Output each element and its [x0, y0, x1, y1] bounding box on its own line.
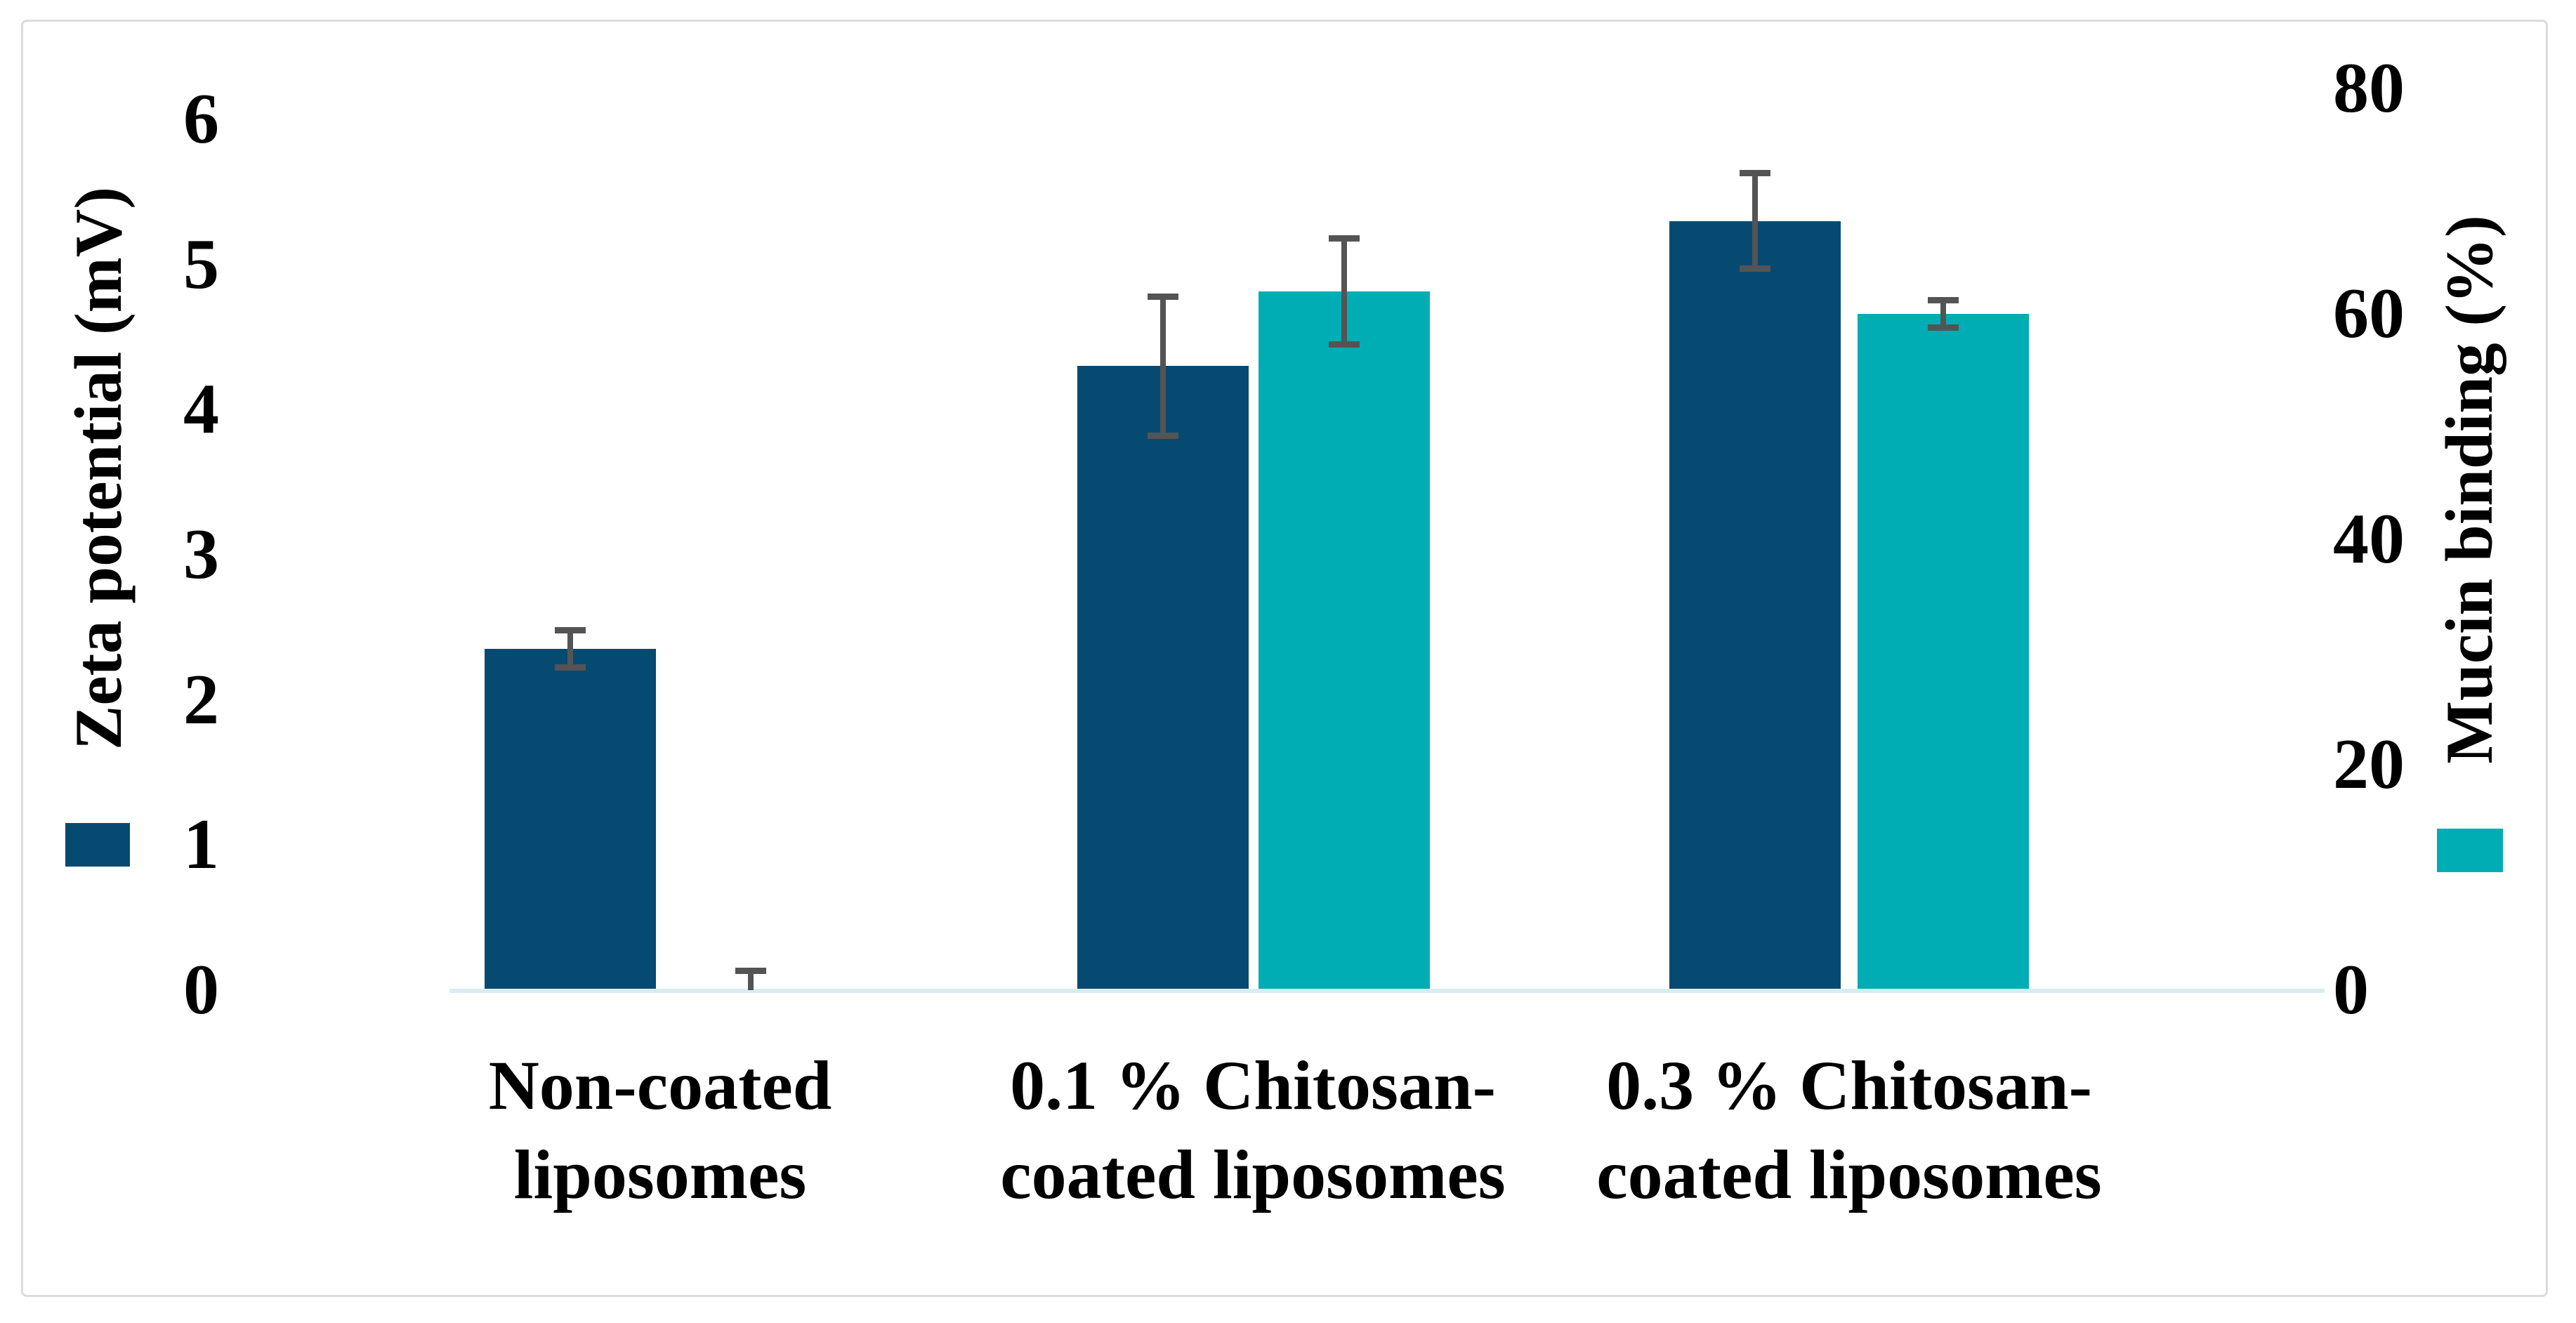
error-bar-cap-bottom — [555, 664, 586, 671]
category-label-line: coated liposomes — [1000, 1136, 1506, 1213]
right-axis-tick-80: 80 — [2333, 48, 2405, 128]
left-axis-tick-3: 3 — [183, 515, 219, 594]
category-label-line: coated liposomes — [1596, 1136, 2102, 1213]
error-bar-cap-bottom — [1740, 265, 1770, 272]
left-axis-tick-5: 5 — [183, 225, 219, 304]
category-label-line: liposomes — [513, 1136, 807, 1213]
legend-swatch-zeta-potential — [65, 823, 130, 867]
error-bar-cap-top — [1148, 294, 1178, 300]
right-axis-tick-40: 40 — [2333, 499, 2405, 579]
right-axis-tick-20: 20 — [2333, 725, 2405, 804]
left-axis-tick-6: 6 — [183, 79, 219, 159]
bar-mucin-2 — [1858, 314, 2029, 990]
left-axis-tick-0: 0 — [183, 950, 219, 1029]
error-bar-cap-top — [735, 968, 766, 974]
bar-zeta-1 — [1077, 366, 1249, 990]
left-axis-tick-1: 1 — [183, 805, 219, 884]
error-bar-cap-bottom — [1928, 324, 1959, 331]
error-bar-stem — [1160, 294, 1166, 439]
right-axis-tick-0: 0 — [2333, 950, 2369, 1029]
error-bar-stem — [1940, 297, 1946, 331]
left-axis-tick-4: 4 — [183, 369, 219, 449]
legend-swatch-mucin-binding — [2437, 829, 2503, 872]
error-bar-cap-top — [1329, 235, 1360, 242]
category-label-0: Non-coated liposomes — [239, 1041, 1082, 1219]
error-bar-stem — [567, 627, 573, 671]
error-bar-cap-top — [1740, 170, 1770, 176]
error-bar-stem — [1752, 170, 1758, 272]
left-axis-tick-2: 2 — [183, 660, 219, 739]
error-bar-stem — [748, 968, 754, 990]
category-label-2: 0.3 % Chitosan-coated liposomes — [1428, 1041, 2271, 1219]
error-bar-cap-top — [555, 627, 586, 633]
error-bar-cap-top — [1928, 297, 1959, 303]
category-label-line: 0.3 % Chitosan- — [1606, 1046, 2092, 1124]
error-bar-cap-bottom — [1329, 341, 1360, 348]
x-axis-line — [449, 989, 2325, 993]
category-label-line: Non-coated — [488, 1046, 832, 1124]
error-bar-cap-bottom — [1148, 433, 1178, 439]
category-label-1: 0.1 % Chitosan-coated liposomes — [832, 1041, 1674, 1219]
figure-border — [21, 20, 2548, 1297]
error-bar-stem — [1341, 235, 1347, 348]
category-label-line: 0.1 % Chitosan- — [1010, 1046, 1496, 1124]
bar-mucin-1 — [1259, 291, 1430, 990]
right-axis-tick-60: 60 — [2333, 274, 2405, 353]
bar-zeta-0 — [485, 649, 656, 990]
bar-zeta-2 — [1669, 221, 1841, 990]
